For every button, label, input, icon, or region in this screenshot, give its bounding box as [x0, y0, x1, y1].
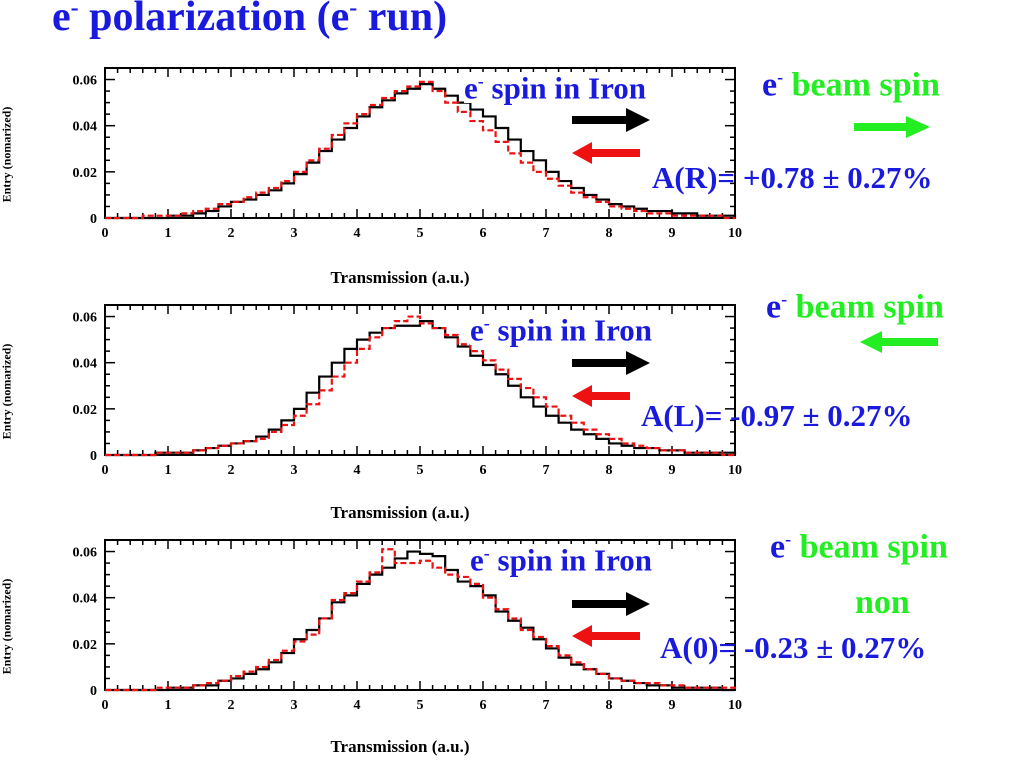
y-tick-label: 0.02 [73, 166, 98, 181]
beam-spin-label: e- beam spin [770, 528, 948, 566]
x-tick-label: 4 [354, 698, 361, 713]
x-tick-label: 4 [354, 226, 361, 241]
beam-spin-label: e- beam spin [762, 66, 940, 104]
iron-spin-label: e- spin in Iron [464, 70, 647, 106]
y-tick-label: 0.04 [73, 592, 98, 607]
x-tick-label: 10 [728, 226, 742, 241]
x-tick-label: 3 [291, 226, 298, 241]
x-tick-label: 5 [417, 698, 424, 713]
asymmetry-value: A(0)= -0.23 ± 0.27% [660, 630, 927, 665]
x-axis-label: Transmission (a.u.) [330, 737, 470, 756]
x-tick-label: 2 [228, 226, 235, 241]
beam-spin-arrow-right-icon [854, 116, 930, 138]
x-tick-label: 0 [102, 698, 109, 713]
x-tick-label: 1 [165, 226, 172, 241]
histogram-panel-left: 0 1 2 3 4 5 6 7 8 9 10 0 0.02 0.04 0.06 Entry (nomariz… [0, 292, 760, 527]
iron-spin-label: e- spin in Iron [470, 542, 653, 578]
histogram-panel-non: 0 1 2 3 4 5 6 7 8 9 10 0 0.02 0.04 0.06 Entry (nomariz… [0, 527, 760, 762]
iron-spin-arrow-left-icon [572, 142, 640, 164]
y-tick-label: 0.02 [73, 638, 98, 653]
x-tick-label: 2 [228, 463, 235, 478]
x-tick-label: 2 [228, 698, 235, 713]
y-axis-label: Entry (nomarized) [0, 578, 14, 675]
x-tick-label: 10 [728, 698, 742, 713]
x-tick-label: 1 [165, 698, 172, 713]
y-tick-label: 0.02 [73, 403, 98, 418]
x-tick-label: 6 [480, 226, 487, 241]
x-tick-label: 0 [102, 463, 109, 478]
iron-spin-arrow-right-icon [572, 592, 650, 616]
x-axis-label: Transmission (a.u.) [330, 268, 470, 287]
x-tick-label: 4 [354, 463, 361, 478]
y-tick-label: 0.06 [73, 546, 98, 561]
y-axis-label: Entry (nomarized) [0, 343, 14, 440]
iron-spin-arrow-right-icon [572, 351, 650, 375]
y-tick-label: 0 [90, 449, 97, 464]
x-tick-label: 9 [669, 463, 676, 478]
histogram-series-black [105, 550, 735, 692]
x-tick-label: 6 [480, 698, 487, 713]
y-tick-label: 0.06 [73, 74, 98, 89]
iron-spin-arrow-right-icon [572, 108, 650, 132]
x-tick-label: 8 [606, 463, 613, 478]
x-tick-label: 8 [606, 226, 613, 241]
beam-spin-non-label: non [855, 584, 910, 621]
x-tick-label: 7 [543, 226, 550, 241]
y-tick-label: 0 [90, 684, 97, 699]
histogram-svg: 0 1 2 3 4 5 6 7 8 9 10 0 0.02 0.04 0.06 [73, 304, 742, 478]
y-axis-label: Entry (nomarized) [0, 106, 14, 203]
y-tick-label: 0.06 [73, 311, 98, 326]
x-tick-label: 7 [543, 698, 550, 713]
iron-spin-arrow-left-icon [572, 625, 640, 647]
iron-spin-arrow-left-icon [572, 385, 630, 407]
x-tick-label: 9 [669, 226, 676, 241]
histogram-series-red [105, 80, 735, 220]
x-tick-label: 10 [728, 463, 742, 478]
iron-spin-label: e- spin in Iron [470, 312, 653, 348]
histogram-svg: 0 1 2 3 4 5 6 7 8 9 10 0 0.02 0.04 0.06 [73, 67, 742, 241]
x-tick-label: 1 [165, 463, 172, 478]
y-tick-label: 0.04 [73, 357, 98, 372]
histogram-series-red [105, 548, 737, 692]
x-tick-label: 3 [291, 463, 298, 478]
x-tick-label: 3 [291, 698, 298, 713]
x-tick-label: 5 [417, 226, 424, 241]
histogram-panel-right: 0 1 2 3 4 5 6 7 8 9 10 0 0.02 0.04 0.06 Entry (nomariz… [0, 55, 760, 290]
asymmetry-value: A(L)= -0.97 ± 0.27% [641, 398, 913, 433]
page-title: e- polarization (e- run) [52, 0, 448, 40]
asymmetry-value: A(R)= +0.78 ± 0.27% [652, 160, 933, 195]
beam-spin-arrow-left-icon [860, 331, 938, 353]
x-tick-label: 6 [480, 463, 487, 478]
x-tick-label: 7 [543, 463, 550, 478]
x-axis-label: Transmission (a.u.) [330, 503, 470, 522]
x-tick-label: 5 [417, 463, 424, 478]
x-tick-label: 9 [669, 698, 676, 713]
y-tick-label: 0 [90, 212, 97, 227]
y-tick-label: 0.04 [73, 120, 98, 135]
beam-spin-label: e- beam spin [766, 288, 944, 326]
x-tick-label: 8 [606, 698, 613, 713]
histogram-series-red [105, 315, 735, 457]
histogram-svg: 0 1 2 3 4 5 6 7 8 9 10 0 0.02 0.04 0.06 [73, 539, 742, 713]
x-tick-label: 0 [102, 226, 109, 241]
